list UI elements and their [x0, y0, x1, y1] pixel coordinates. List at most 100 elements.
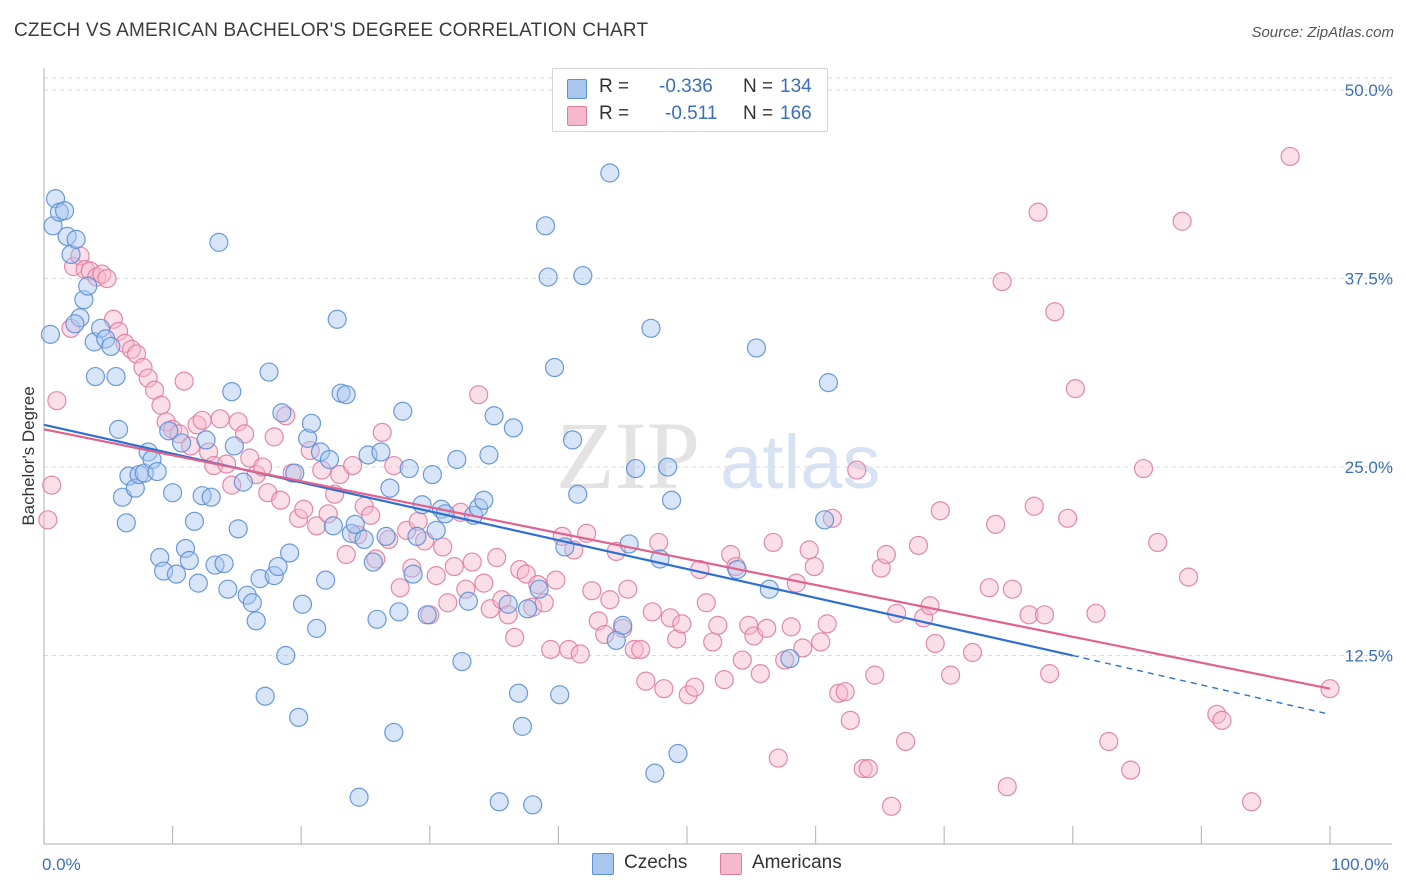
americans-point-32 [228, 412, 248, 432]
czechs-point-106 [508, 683, 529, 703]
czechs-point-42 [209, 232, 229, 252]
americans-point-31 [222, 475, 242, 495]
americans-point-151 [979, 578, 999, 598]
czechs-point-123 [625, 458, 646, 479]
czechs-point-133 [780, 648, 800, 669]
americans-point-120 [757, 618, 777, 638]
czechs-point-34 [175, 538, 196, 559]
r-value: -0.336 [659, 76, 713, 97]
americans-point-164 [1086, 603, 1106, 623]
americans-point-149 [941, 665, 961, 685]
americans-point-1 [42, 475, 62, 495]
americans-point-75 [487, 547, 507, 568]
americans-point-23 [174, 371, 194, 391]
americans-point-136 [853, 759, 873, 779]
czechs-point-59 [280, 543, 300, 563]
czechs-point-135 [818, 373, 839, 393]
czechs-point-16 [106, 366, 126, 387]
czechs-point-63 [298, 428, 318, 448]
czechs-points [40, 163, 839, 815]
americans-point-153 [992, 271, 1012, 292]
r-label: R = [599, 103, 630, 124]
americans-point-148 [930, 501, 950, 521]
czechs-point-121 [613, 615, 633, 635]
czechs-point-69 [323, 516, 343, 536]
czechs-point-87 [403, 564, 423, 584]
americans-point-160 [1040, 664, 1060, 684]
czechs-point-117 [568, 484, 588, 504]
czechs-point-33 [172, 433, 192, 453]
americans-point-104 [660, 608, 680, 628]
czechs-point-79 [367, 609, 387, 629]
czechs-point-18 [108, 419, 129, 439]
americans-point-159 [1034, 605, 1055, 625]
czechs-point-118 [573, 265, 593, 286]
americans-points [38, 146, 1340, 816]
americans-point-163 [1065, 379, 1085, 399]
americans-point-26 [192, 410, 212, 430]
americans-point-134 [840, 710, 860, 730]
czechs-point-46 [224, 436, 244, 456]
americans-point-105 [667, 629, 687, 649]
americans-point-17 [138, 368, 158, 388]
americans-point-47 [318, 504, 338, 524]
americans-point-68 [444, 556, 464, 577]
americans-point-111 [703, 632, 723, 652]
americans-point-29 [210, 409, 230, 429]
americans-point-39 [271, 490, 291, 510]
americans-point-135 [847, 460, 867, 480]
americans-point-0 [38, 510, 58, 530]
czechs-point-75 [349, 787, 369, 807]
americans-point-107 [678, 685, 698, 705]
axes [43, 68, 1392, 845]
czechs-point-103 [489, 792, 509, 812]
americans-point-85 [546, 570, 566, 590]
czechs-point-97 [458, 591, 478, 611]
czechs-point-88 [407, 526, 427, 547]
tick-labels: 12.5% 25.0% 37.5% 50.0% 0.0% 100.0% [42, 81, 1393, 874]
czechs-point-39 [196, 430, 216, 450]
americans-point-89 [570, 644, 590, 664]
americans-point-119 [750, 664, 770, 684]
czechs-point-90 [417, 605, 437, 625]
x-tick-label-0: 0.0% [42, 855, 81, 874]
czechs-point-81 [376, 526, 396, 547]
czechs-point-72 [336, 385, 356, 405]
czechs-trend-extension [1072, 654, 1331, 716]
czechs-point-127 [658, 457, 678, 477]
americans-point-166 [1121, 760, 1141, 780]
czechs-point-68 [319, 449, 340, 470]
americans-point-42 [289, 508, 309, 528]
americans-point-97 [618, 579, 638, 599]
czechs-point-74 [345, 514, 365, 534]
czechs-point-86 [399, 458, 419, 479]
czechs-point-45 [222, 382, 242, 402]
czechs-point-125 [645, 763, 665, 783]
czechs-point-104 [498, 594, 518, 614]
americans-point-143 [896, 731, 916, 752]
trend-lines [43, 423, 1331, 716]
americans-point-142 [887, 603, 907, 623]
czechs-point-111 [535, 216, 556, 236]
czechs-point-53 [255, 686, 275, 706]
americans-point-137 [858, 759, 878, 779]
americans-point-124 [781, 617, 801, 637]
americans-point-91 [582, 581, 602, 601]
czechs-point-105 [503, 418, 523, 438]
americans-point-19 [151, 395, 171, 415]
czechs-point-101 [479, 445, 499, 465]
czechs-point-6 [61, 244, 81, 265]
americans-point-59 [390, 578, 410, 598]
y-tick-label-1: 25.0% [1345, 458, 1393, 477]
czechs-point-21 [119, 466, 139, 486]
czechs-point-10 [78, 276, 98, 296]
americans-point-141 [881, 796, 902, 816]
czechs-point-134 [815, 510, 835, 530]
americans-point-73 [474, 573, 494, 593]
americans-point-112 [708, 615, 728, 635]
americans-point-171 [1207, 704, 1227, 724]
czechs-point-129 [668, 743, 688, 764]
czechs-point-91 [422, 464, 442, 485]
czechs-point-8 [70, 308, 90, 328]
